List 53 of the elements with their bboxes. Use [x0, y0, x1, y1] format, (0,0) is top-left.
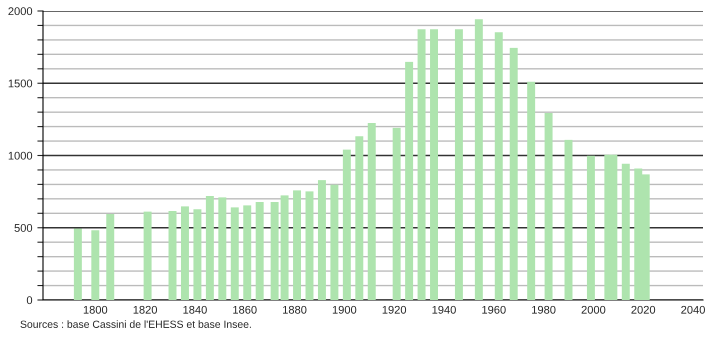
bar: [180, 206, 189, 300]
x-tick-label: 2040: [681, 306, 705, 314]
bar: [306, 191, 314, 300]
bar: [168, 210, 176, 300]
bar: [474, 19, 483, 300]
bar: [74, 228, 82, 300]
source-note: Sources : base Cassini de l'EHESS et base Insee.: [20, 320, 251, 328]
x-tick-label: 2000: [582, 306, 606, 314]
bar: [330, 184, 338, 300]
bar: [355, 136, 364, 300]
bar: [418, 29, 426, 300]
bar: [368, 122, 376, 300]
bar: [270, 202, 279, 300]
x-tick-label: 1880: [283, 306, 306, 314]
bar: [430, 29, 438, 300]
x-tick-label: 1940: [432, 306, 456, 314]
x-tick-label: 1920: [382, 306, 406, 314]
y-tick-label: 0: [26, 296, 32, 304]
bar: [454, 29, 463, 300]
x-tick-label: 1860: [233, 306, 257, 314]
bar: [527, 82, 536, 300]
bar: [293, 190, 302, 300]
x-tick-label: 1980: [532, 306, 556, 314]
bar: [564, 140, 572, 300]
y-tick-label: 2000: [8, 7, 32, 16]
bar: [318, 180, 326, 300]
bar: [586, 156, 595, 300]
x-tick-label: 1800: [84, 306, 108, 314]
bar: [206, 196, 214, 300]
bar: [622, 164, 630, 300]
bar: [392, 128, 401, 300]
bar: [494, 32, 503, 300]
y-tick-label: 1000: [8, 152, 32, 160]
bar: [106, 214, 114, 300]
bar: [510, 48, 518, 300]
y-tick-label: 500: [14, 224, 32, 232]
x-tick-label: 1900: [332, 306, 356, 314]
y-tick-label: 1500: [8, 80, 32, 88]
bar: [280, 195, 289, 300]
bar: [256, 202, 264, 300]
bar: [405, 62, 414, 300]
bar: [544, 113, 553, 300]
bar: [218, 197, 226, 300]
x-tick-label: 1840: [183, 306, 207, 314]
bar: [91, 230, 100, 300]
bar: [193, 209, 202, 300]
bar: [243, 205, 252, 300]
bar: [342, 150, 351, 300]
x-tick-label: 1820: [134, 306, 158, 314]
bar: [230, 207, 239, 300]
bar: [144, 212, 152, 300]
x-tick-label: 1960: [482, 306, 506, 314]
x-tick-label: 2020: [631, 306, 656, 314]
